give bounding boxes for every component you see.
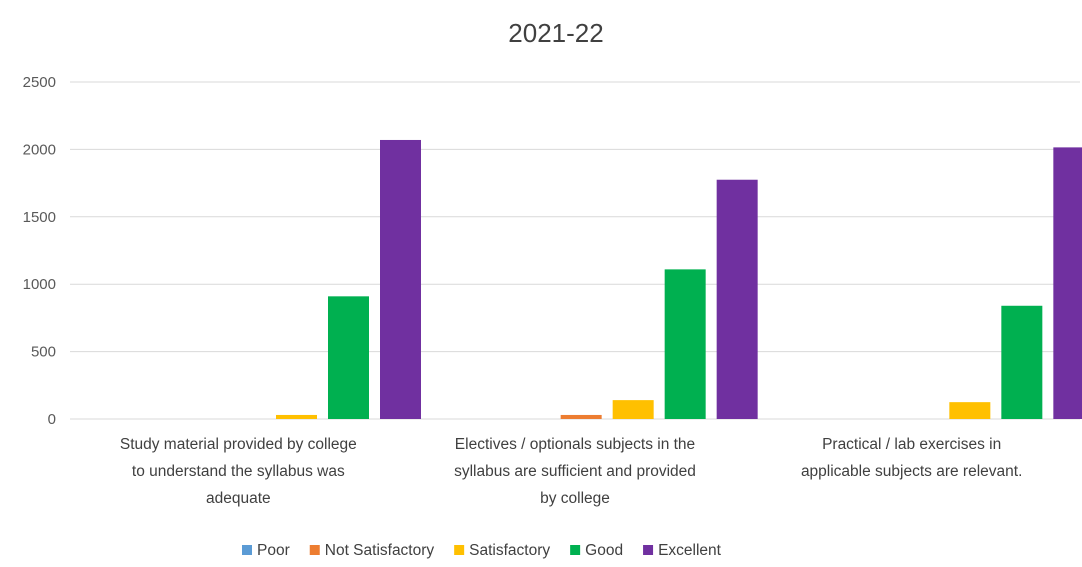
x-category-label: Practical / lab exercises in applicable s… (801, 436, 1022, 480)
legend: Poor Not Satisfactory Satisfactory Good Exce… (242, 542, 722, 559)
bar-satisfactory (612, 400, 654, 419)
y-tick-label: 2500 (23, 74, 56, 91)
bar-satisfactory (949, 402, 991, 419)
y-axis-ticks: 0 500 1000 1500 2000 2500 (23, 74, 56, 428)
bar-not-satisfactory (560, 414, 602, 419)
bar-satisfactory (276, 414, 317, 419)
x-category-label-line: Study material provided by college (120, 436, 357, 453)
bars (276, 139, 1082, 420)
bar-good (328, 296, 369, 419)
bar-excellent (716, 179, 758, 419)
x-category-label-line: syllabus are sufficient and provided (454, 463, 696, 480)
bar-excellent (380, 139, 421, 420)
bar-good (1001, 305, 1043, 419)
chart-title: 2021-22 (508, 18, 603, 48)
y-tick-label: 500 (31, 344, 56, 361)
y-tick-label: 2000 (23, 141, 56, 158)
bar-excellent (1053, 147, 1082, 420)
x-axis-category-labels: Study material provided by college to und… (120, 436, 1023, 507)
y-tick-label: 1500 (23, 209, 56, 226)
x-category-label: Study material provided by college to und… (120, 436, 357, 507)
x-category-label-line: adequate (206, 490, 271, 507)
y-tick-label: 0 (48, 411, 56, 428)
x-category-label: Electives / optionals subjects in the syl… (454, 436, 696, 507)
legend-label: Poor (257, 542, 290, 559)
x-category-label-line: applicable subjects are relevant. (801, 463, 1022, 480)
legend-label: Good (585, 542, 623, 559)
legend-swatch-satisfactory (454, 545, 465, 555)
gridlines (70, 81, 1080, 420)
y-tick-label: 1000 (23, 276, 56, 293)
legend-label: Excellent (658, 542, 722, 559)
bar-good (664, 269, 706, 419)
x-category-label-line: by college (540, 490, 610, 507)
x-category-label-line: Electives / optionals subjects in the (455, 436, 695, 453)
legend-swatch-good (570, 545, 581, 555)
legend-label: Satisfactory (469, 542, 550, 559)
legend-swatch-excellent (643, 545, 654, 555)
legend-swatch-poor (242, 545, 252, 555)
legend-label: Not Satisfactory (325, 542, 435, 559)
x-category-label-line: to understand the syllabus was (132, 463, 345, 480)
x-category-label-line: Practical / lab exercises in (822, 436, 1001, 453)
legend-swatch-not-satisfactory (309, 545, 320, 555)
